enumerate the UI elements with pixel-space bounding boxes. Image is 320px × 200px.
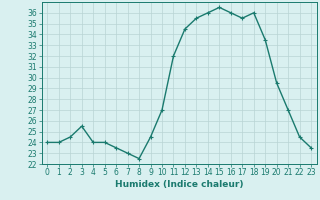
- X-axis label: Humidex (Indice chaleur): Humidex (Indice chaleur): [115, 180, 244, 189]
